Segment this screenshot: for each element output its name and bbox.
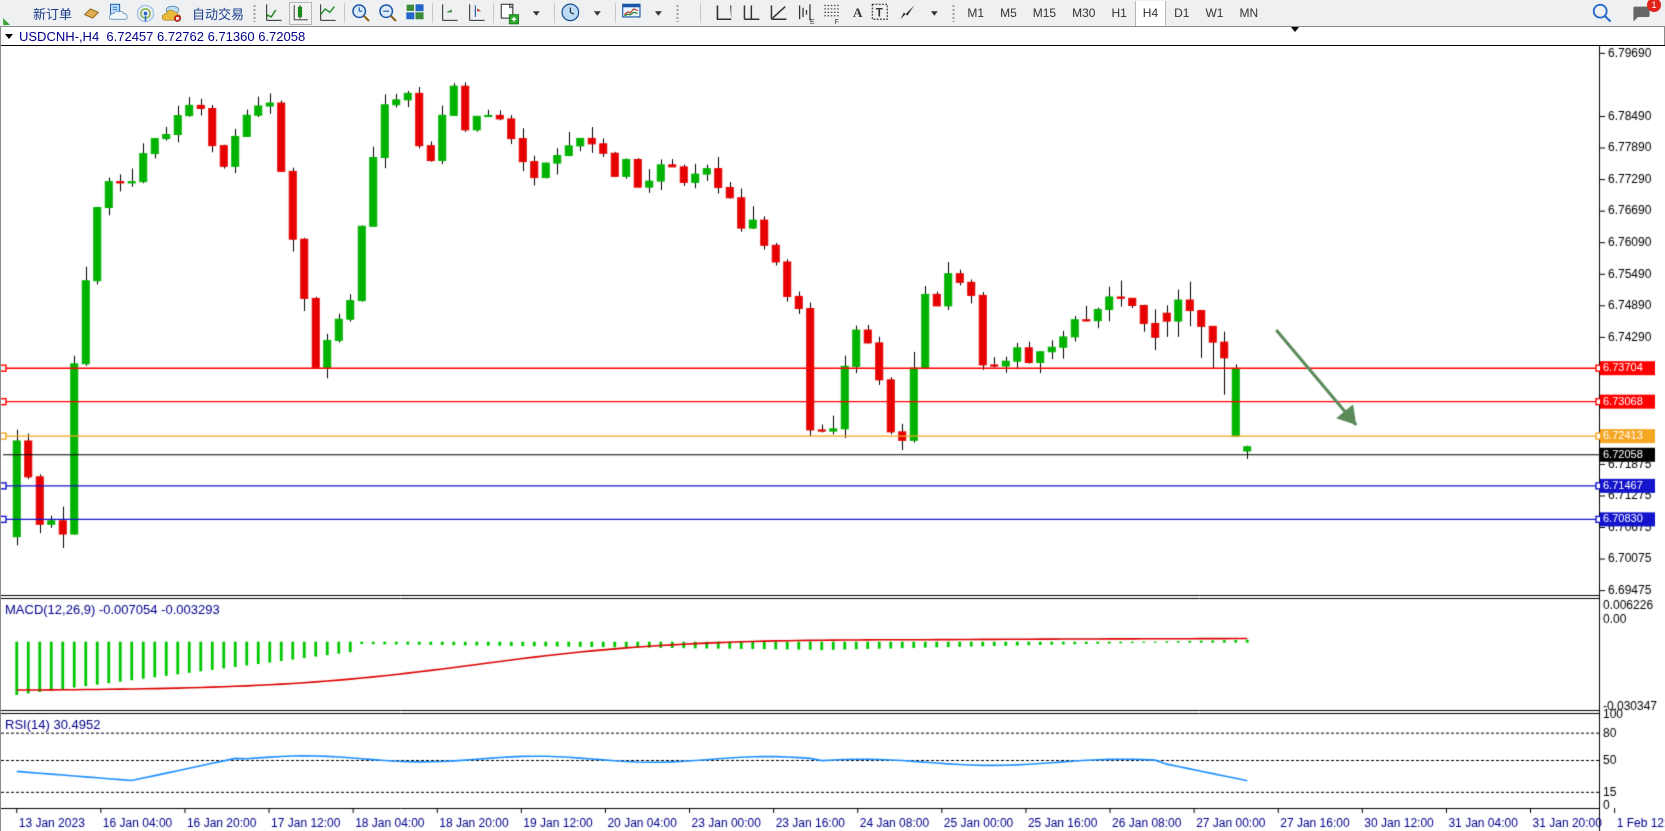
svg-text:F: F	[835, 18, 839, 24]
svg-text:E: E	[810, 18, 815, 24]
svg-text:T: T	[876, 7, 883, 19]
